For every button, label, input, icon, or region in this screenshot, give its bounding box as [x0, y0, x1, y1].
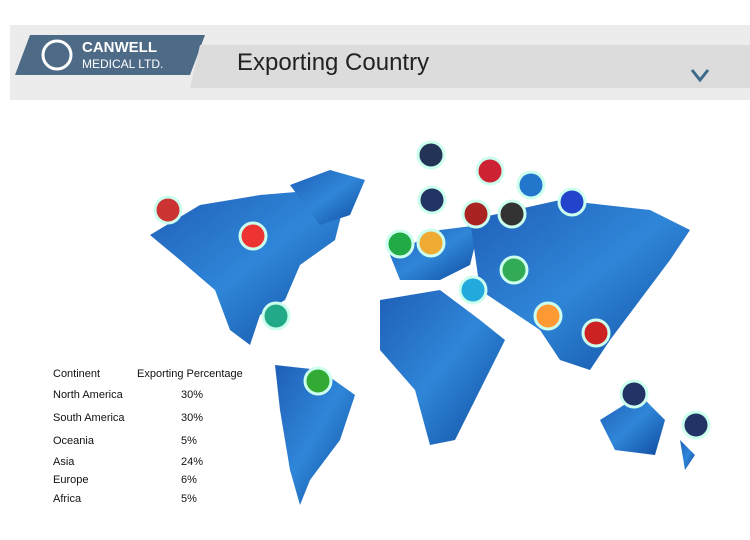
- pin[interactable]: [303, 366, 333, 396]
- new-zealand: [680, 440, 695, 470]
- australia: [600, 395, 665, 455]
- pin[interactable]: [461, 199, 491, 229]
- col-header: Continent: [53, 368, 101, 380]
- pin[interactable]: [238, 221, 268, 251]
- north-america: [150, 190, 345, 345]
- continent: Asia: [53, 456, 75, 468]
- pin[interactable]: [533, 301, 563, 331]
- continent: Europe: [53, 474, 89, 486]
- percentage: 5%: [181, 493, 197, 505]
- pin[interactable]: [416, 228, 446, 258]
- title: Exporting Country: [237, 49, 429, 76]
- continent: Oceania: [53, 435, 94, 447]
- chevron[interactable]: [690, 69, 710, 83]
- percentage: 30%: [181, 412, 204, 424]
- africa: [380, 290, 505, 445]
- pin[interactable]: [475, 156, 505, 186]
- brand: CANWELL: [82, 39, 157, 56]
- pin[interactable]: [458, 275, 488, 305]
- percentage: 30%: [181, 389, 204, 401]
- asia: [470, 200, 690, 370]
- brand-sub: MEDICAL LTD.: [82, 57, 163, 71]
- pin[interactable]: [153, 195, 183, 225]
- pin[interactable]: [516, 170, 546, 200]
- flag-pins: [153, 140, 711, 440]
- south-america: [275, 365, 355, 505]
- pin[interactable]: [499, 255, 529, 285]
- pin[interactable]: [261, 301, 291, 331]
- pin[interactable]: [497, 199, 527, 229]
- greenland: [290, 170, 365, 225]
- pin[interactable]: [385, 229, 415, 259]
- col-header: Exporting Percentage: [137, 368, 243, 380]
- continent: North America: [53, 389, 123, 401]
- logo-icon: [41, 39, 73, 71]
- percentage: 24%: [181, 456, 204, 468]
- percentage: 6%: [181, 474, 197, 486]
- world-map: [150, 170, 695, 505]
- pin[interactable]: [619, 379, 649, 409]
- pin[interactable]: [416, 140, 446, 170]
- pin[interactable]: [417, 185, 447, 215]
- title-band: [190, 45, 750, 88]
- pin[interactable]: [581, 318, 611, 348]
- pin[interactable]: [681, 410, 711, 440]
- percentage: 5%: [181, 435, 197, 447]
- continent: South America: [53, 412, 125, 424]
- continent: Africa: [53, 493, 82, 505]
- pin[interactable]: [557, 187, 587, 217]
- logo-band: [15, 35, 205, 75]
